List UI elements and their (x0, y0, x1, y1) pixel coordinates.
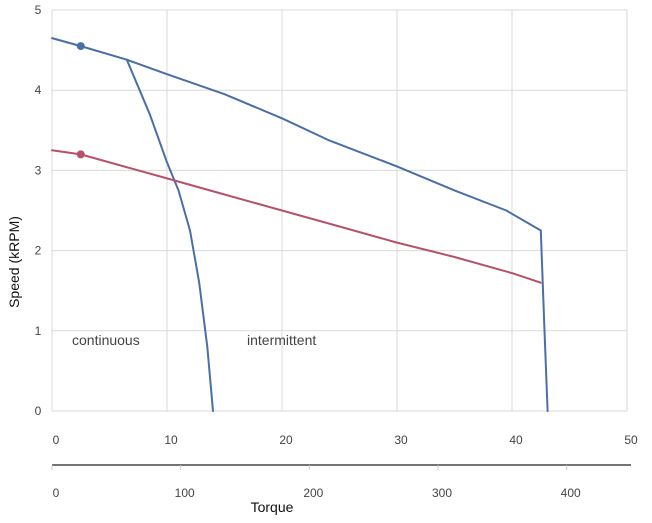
series-line-1 (51, 37, 549, 412)
y-tick-label: 0 (35, 404, 42, 418)
y-tick-label: 4 (35, 83, 42, 97)
x-tick-label: 50 (624, 433, 638, 447)
annotation-intermittent: intermittent (247, 332, 316, 348)
secondary-x-tick-label: 400 (561, 486, 581, 500)
x-tick-label: 30 (394, 433, 408, 447)
series-line-3 (51, 149, 542, 284)
series-line-2 (125, 58, 214, 412)
y-tick-label: 1 (35, 324, 42, 338)
secondary-x-tick-label: 100 (175, 486, 195, 500)
series-lines (51, 37, 549, 412)
x-tick-label: 40 (509, 433, 523, 447)
secondary-x-tick-label: 200 (303, 486, 323, 500)
y-tick-label: 3 (35, 163, 42, 177)
grid-lines (51, 9, 628, 412)
x-tick-label: 20 (279, 433, 293, 447)
y-axis-label: Speed (kRPM) (6, 216, 22, 308)
y-tick-label: 5 (35, 3, 42, 17)
x-tick-label: 10 (164, 433, 178, 447)
data-point-marker-2 (76, 150, 85, 159)
x-tick-label: 0 (53, 433, 60, 447)
secondary-x-tick-label: 0 (53, 486, 60, 500)
annotation-continuous: continuous (72, 332, 140, 348)
secondary-x-tick-label: 300 (432, 486, 452, 500)
y-tick-label: 2 (35, 244, 42, 258)
data-point-marker-1 (76, 42, 85, 51)
x-axis-label: Torque (251, 499, 294, 515)
series-markers (76, 42, 85, 159)
